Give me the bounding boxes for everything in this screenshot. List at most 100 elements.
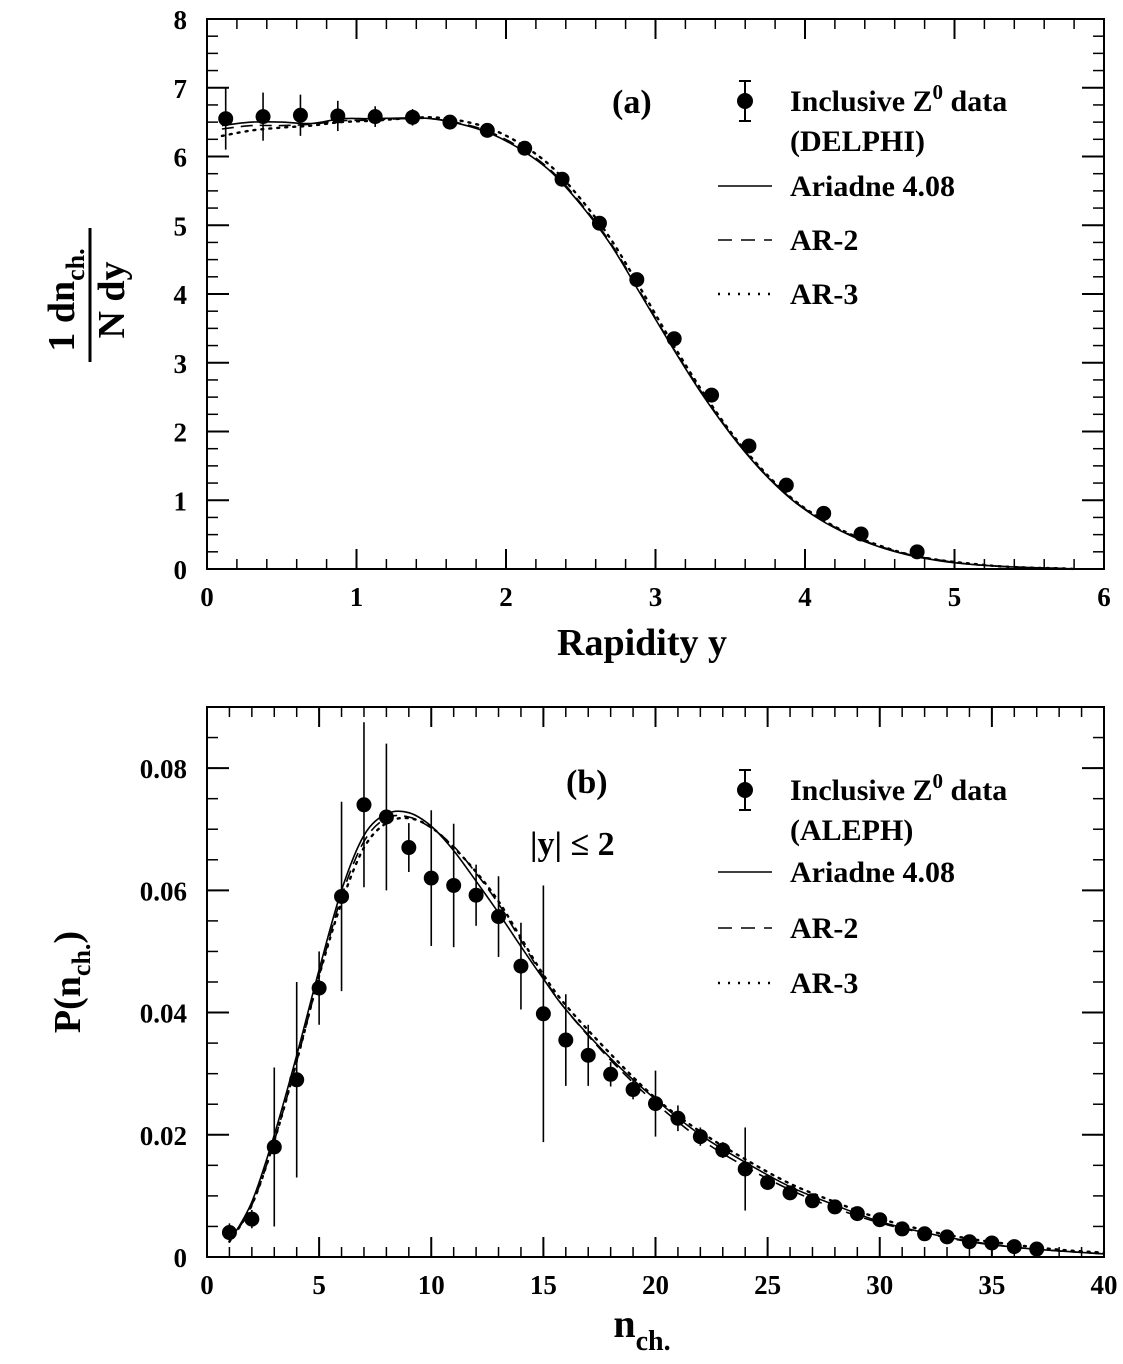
x-tick-label: 15 [530, 1270, 557, 1300]
data-point [581, 1048, 596, 1063]
data-point [1007, 1239, 1022, 1254]
legend-b: Inclusive Z0 data (ALEPH) Ariadne 4.08 A… [718, 769, 1007, 1000]
data-point [592, 216, 607, 231]
data-point [256, 109, 271, 124]
panel-label-a: (a) [612, 84, 652, 121]
legend-a: Inclusive Z0 data (DELPHI) Ariadne 4.08 … [718, 80, 1007, 311]
legend-a-ar2-label: AR-2 [790, 224, 858, 257]
data-point [442, 115, 457, 130]
x-tick-label: 25 [754, 1270, 781, 1300]
x-tick-label: 1 [350, 582, 364, 612]
legend-b-ar2-label: AR-2 [790, 912, 858, 945]
data-point [670, 1111, 685, 1126]
x-axis-title-a: Rapidity y [557, 622, 727, 664]
data-point [779, 478, 794, 493]
data-point [480, 123, 495, 138]
y-tick-label: 0 [174, 1243, 188, 1273]
curve-ar-2 [229, 815, 1104, 1253]
rapidity-cut-annotation: |y| ≤ 2 [530, 826, 615, 863]
y-tick-label: 6 [174, 143, 188, 173]
legend-a-data-label-line2: (DELPHI) [790, 125, 925, 158]
data-point [854, 526, 869, 541]
x-tick-label: 5 [312, 1270, 326, 1300]
legend-b-data-label: Inclusive Z0 data [790, 769, 1007, 807]
data-point [760, 1175, 775, 1190]
x-tick-label: 20 [642, 1270, 669, 1300]
curve-ar-3 [229, 818, 1104, 1253]
data-point [536, 1006, 551, 1021]
y-tick-label: 8 [174, 5, 188, 35]
y-tick-label: 2 [174, 418, 188, 448]
data-point [816, 506, 831, 521]
data-point [667, 331, 682, 346]
data-point [872, 1212, 887, 1227]
y-tick-label: 4 [174, 280, 188, 310]
legend-a-point-icon [737, 93, 753, 109]
data-point [827, 1199, 842, 1214]
data-point [312, 981, 327, 996]
legend-b-data-label-line2: (ALEPH) [790, 814, 913, 847]
data-point [330, 108, 345, 123]
data-point [805, 1193, 820, 1208]
y-axis-title-b: P(nch.) [47, 931, 96, 1033]
x-tick-label: 35 [978, 1270, 1005, 1300]
data-points-a [218, 88, 924, 560]
y-tick-label: 1 [174, 486, 188, 516]
data-point [629, 272, 644, 287]
data-point [469, 888, 484, 903]
legend-a-data-label: Inclusive Z0 data [790, 80, 1007, 118]
y-tick-label: 0.02 [140, 1121, 187, 1151]
x-tick-label: 5 [948, 582, 962, 612]
data-point [558, 1033, 573, 1048]
data-point [783, 1185, 798, 1200]
data-point [446, 878, 461, 893]
data-point [984, 1235, 999, 1250]
x-tick-label: 40 [1091, 1270, 1118, 1300]
y-axis-title-a: 1 dnch. N dy [41, 228, 133, 362]
x-axis-title-b: nch. [613, 1301, 670, 1357]
data-point [693, 1129, 708, 1144]
data-point [293, 108, 308, 123]
data-point [715, 1143, 730, 1158]
x-tick-label: 0 [200, 582, 214, 612]
data-point [603, 1067, 618, 1082]
x-tick-label: 10 [418, 1270, 445, 1300]
legend-a-ariadne-label: Ariadne 4.08 [790, 170, 955, 203]
legend-b-data-label-text: Inclusive Z0 data [790, 769, 1007, 807]
y-tick-label: 0.04 [140, 999, 187, 1029]
data-point [379, 810, 394, 825]
data-point [940, 1229, 955, 1244]
data-point [405, 110, 420, 125]
y-tick-label: 7 [174, 74, 188, 104]
x-tick-label: 30 [866, 1270, 893, 1300]
data-point [910, 544, 925, 559]
curve-ariadne-4-08 [229, 811, 1104, 1254]
data-point [517, 141, 532, 156]
data-point [368, 109, 383, 124]
y-tick-label: 0.06 [140, 876, 187, 906]
data-point [738, 1162, 753, 1177]
data-point [917, 1226, 932, 1241]
x-tick-label: 3 [649, 582, 663, 612]
legend-a-data-label-text: Inclusive Z0 data [790, 80, 1007, 118]
x-tick-label: 2 [499, 582, 513, 612]
x-tick-label: 4 [798, 582, 812, 612]
data-point [491, 909, 506, 924]
data-point [1029, 1242, 1044, 1257]
data-point [424, 871, 439, 886]
data-point [850, 1206, 865, 1221]
data-point [648, 1096, 663, 1111]
panel-label-b: (b) [566, 764, 608, 801]
legend-b-ariadne-label: Ariadne 4.08 [790, 856, 955, 889]
model-curves-b [229, 811, 1104, 1254]
data-point [356, 797, 371, 812]
y-tick-label: 5 [174, 211, 188, 241]
panel-b-multiplicity: 0 5 10 15 20 25 30 35 40 0 0.02 0.04 0.06 0.08 (b) |y… [47, 707, 1118, 1357]
x-tick-label: 0 [200, 1270, 214, 1300]
y-axis-title-b-text: P(nch.) [47, 931, 96, 1033]
data-point [244, 1212, 259, 1227]
data-point [334, 889, 349, 904]
x-tick-label: 6 [1097, 582, 1111, 612]
data-point [222, 1225, 237, 1240]
